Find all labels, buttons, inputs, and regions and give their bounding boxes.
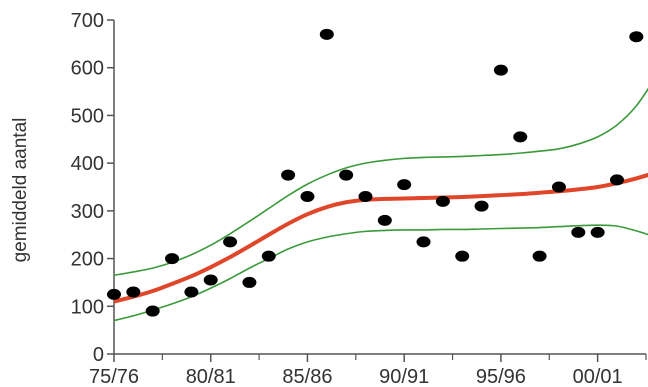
confidence-band (114, 87, 648, 322)
y-tick-label: 200 (71, 249, 104, 271)
data-point (416, 236, 431, 248)
y-axis: 0 100 200 300 400 500 600 700 (71, 10, 115, 366)
data-point (474, 200, 489, 212)
trend-line-path (114, 172, 648, 304)
data-point (281, 169, 296, 181)
data-point (435, 195, 450, 207)
data-point (339, 169, 354, 181)
data-points (107, 28, 644, 317)
data-point (513, 131, 528, 143)
y-tick-label: 600 (71, 58, 104, 80)
data-point (629, 31, 644, 43)
x-tick-label: 00/01 (573, 366, 623, 387)
y-tick-label: 700 (71, 10, 104, 32)
data-point (455, 250, 470, 262)
x-tick-label: 95/96 (476, 366, 526, 387)
data-point (184, 286, 199, 298)
data-point (571, 226, 586, 238)
data-point (223, 236, 238, 248)
data-point (203, 274, 218, 286)
y-tick-label: 0 (93, 344, 104, 366)
x-tick-label: 75/76 (89, 366, 139, 387)
data-point (261, 250, 276, 262)
y-tick-label: 300 (71, 201, 104, 223)
data-point (397, 179, 412, 191)
data-point (493, 64, 508, 76)
lower-band-line (114, 224, 648, 322)
x-tick-label: 80/81 (186, 366, 236, 387)
x-tick-label: 90/91 (379, 366, 429, 387)
data-point (165, 253, 180, 265)
data-point (532, 250, 547, 262)
data-point (590, 226, 605, 238)
data-point (609, 174, 624, 186)
data-point (319, 28, 334, 40)
data-point (107, 288, 121, 300)
x-axis: 75/76 80/81 85/86 90/91 95/96 00/01 (89, 353, 647, 387)
data-point (377, 214, 392, 226)
y-axis-title: gemiddeld aantal (10, 118, 31, 263)
trend-line (114, 172, 648, 304)
data-point (551, 181, 566, 193)
data-point (242, 276, 257, 288)
x-tick-label: 85/86 (282, 366, 332, 387)
data-point (126, 286, 141, 298)
data-point (300, 191, 315, 203)
data-point (145, 305, 160, 317)
upper-band-line (114, 87, 648, 277)
data-point (358, 191, 373, 203)
y-tick-label: 100 (71, 296, 104, 318)
y-tick-label: 400 (71, 153, 104, 175)
y-tick-label: 500 (71, 105, 104, 127)
